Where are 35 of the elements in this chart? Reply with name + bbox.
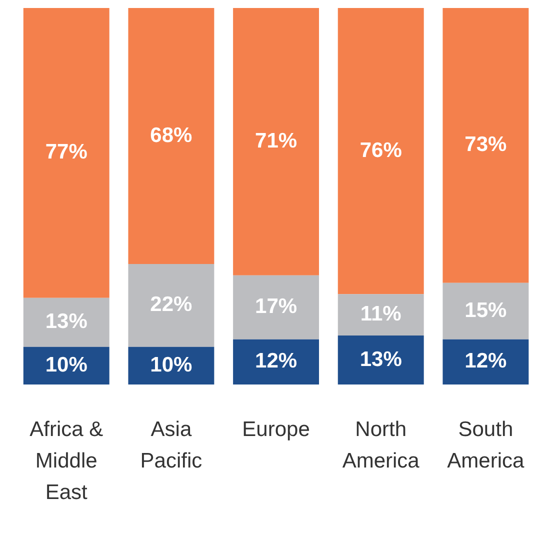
bar bbox=[233, 8, 320, 276]
data-label: 68% bbox=[150, 124, 193, 147]
bar bbox=[338, 336, 424, 384]
x-tick-label: Asia Pacific bbox=[140, 418, 202, 473]
x-tick-label: Africa & Middle East bbox=[30, 418, 104, 504]
data-label: 73% bbox=[464, 133, 508, 156]
bar bbox=[338, 8, 424, 294]
bar bbox=[128, 346, 214, 384]
data-label: 22% bbox=[150, 293, 193, 316]
x-tick-label: South America bbox=[447, 418, 525, 473]
x-tick-label: North America bbox=[342, 418, 420, 473]
bar bbox=[442, 282, 529, 340]
bar bbox=[233, 339, 320, 384]
bar bbox=[442, 8, 529, 283]
data-label: 76% bbox=[360, 138, 402, 162]
bar bbox=[23, 298, 110, 347]
x-tick-label: Europe bbox=[242, 418, 310, 442]
data-label: 13% bbox=[360, 348, 402, 371]
bar bbox=[23, 8, 110, 298]
data-label: 10% bbox=[150, 353, 193, 376]
bar bbox=[128, 8, 214, 264]
data-label: 12% bbox=[464, 350, 508, 373]
bar bbox=[338, 294, 424, 336]
data-label: 11% bbox=[360, 302, 402, 326]
data-label: 10% bbox=[45, 353, 88, 376]
bar bbox=[128, 264, 214, 347]
bar bbox=[233, 275, 320, 340]
data-label: 77% bbox=[45, 140, 88, 164]
data-label: 13% bbox=[45, 310, 88, 334]
data-label: 71% bbox=[255, 129, 298, 152]
bar bbox=[442, 339, 529, 384]
data-label: 17% bbox=[255, 295, 298, 318]
bar bbox=[23, 346, 110, 384]
data-label: 15% bbox=[464, 298, 508, 322]
data-label: 12% bbox=[255, 350, 298, 373]
